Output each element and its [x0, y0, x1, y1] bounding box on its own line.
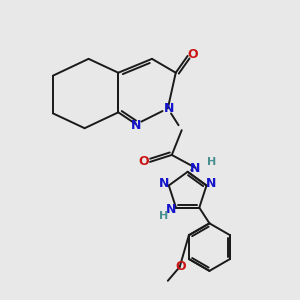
Text: N: N — [159, 177, 169, 190]
Text: N: N — [131, 119, 141, 132]
Text: N: N — [166, 203, 176, 216]
Text: H: H — [207, 157, 216, 167]
Text: N: N — [206, 177, 217, 190]
Text: O: O — [187, 48, 198, 62]
Text: H: H — [160, 211, 169, 220]
Text: O: O — [176, 260, 186, 273]
Text: O: O — [139, 155, 149, 168]
Text: N: N — [164, 102, 174, 115]
Text: N: N — [189, 162, 200, 175]
